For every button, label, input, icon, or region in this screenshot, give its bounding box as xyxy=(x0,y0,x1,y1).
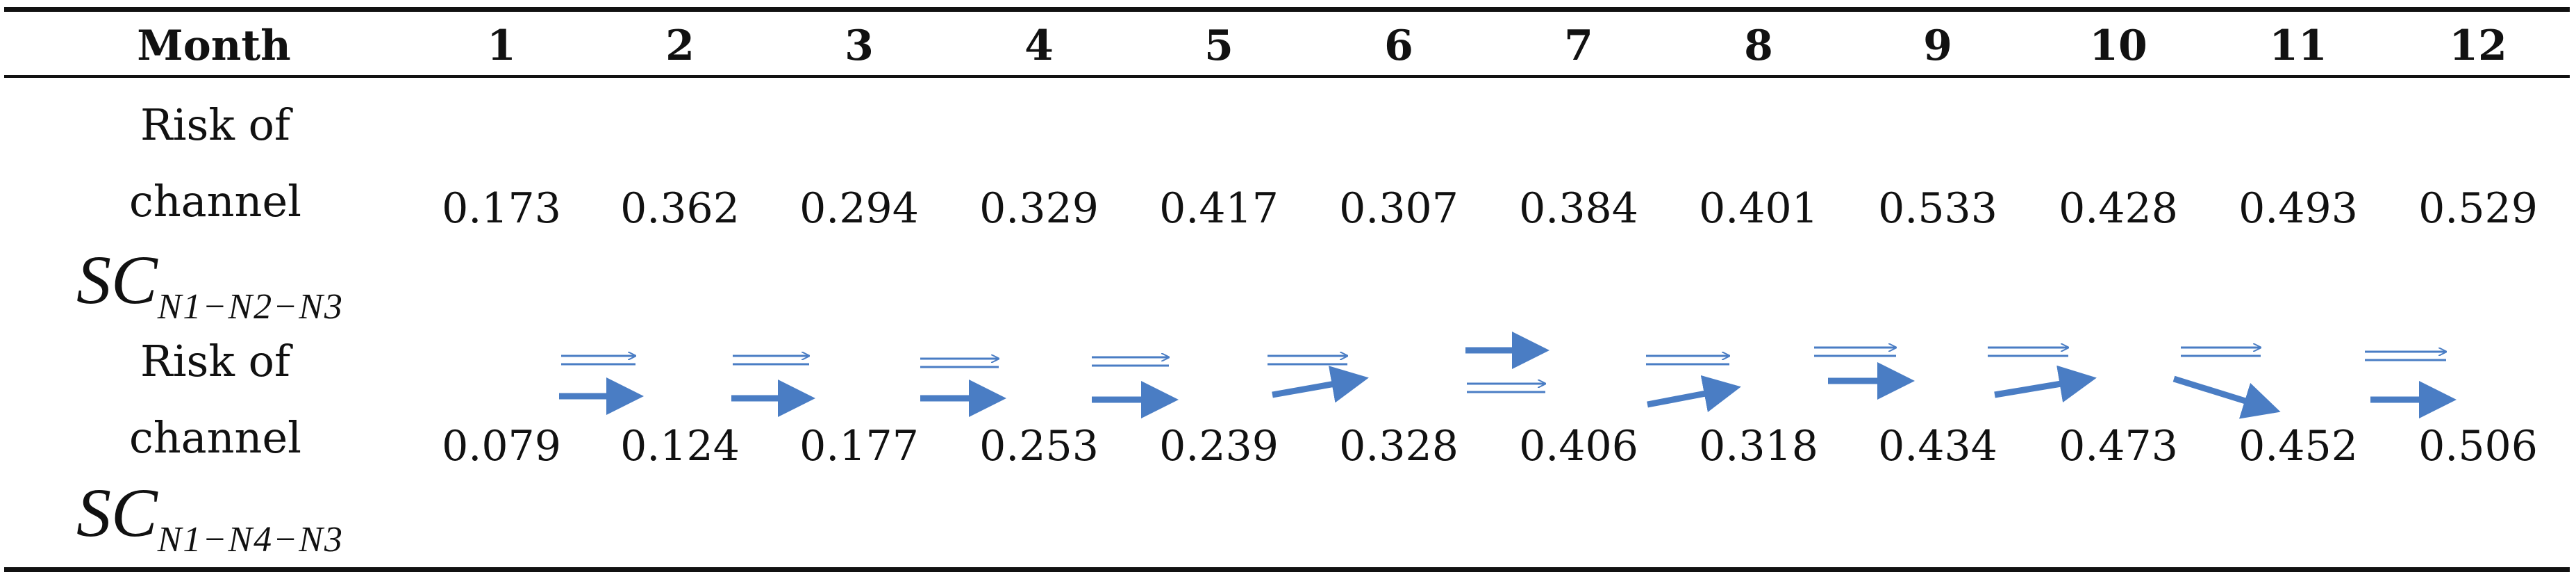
row2-value-11: 0.452 xyxy=(2238,422,2358,471)
row1-value-3: 0.294 xyxy=(799,184,919,233)
row2-value-8: 0.318 xyxy=(1699,422,1818,471)
trend-arrow-month-11 xyxy=(2172,348,2281,419)
trend-arrow-month-6 xyxy=(1268,356,1369,403)
row1-value-4: 0.329 xyxy=(979,184,1099,233)
header-month-9: 9 xyxy=(1923,22,1952,70)
header-month-1: 1 xyxy=(487,22,516,70)
row1-label-line1: Risk of xyxy=(140,99,290,150)
row1-value-2: 0.362 xyxy=(620,184,740,233)
row1-label-line2: channel xyxy=(129,176,301,227)
row2-value-10: 0.473 xyxy=(2059,422,2178,471)
header-month-8: 8 xyxy=(1744,22,1773,70)
row2-symbol-subscript: N1−N4−N3 xyxy=(157,520,344,560)
header-month-12: 12 xyxy=(2449,22,2507,70)
trend-arrow-month-10 xyxy=(1988,348,2097,403)
header-month-11: 11 xyxy=(2269,22,2327,70)
row1-value-10: 0.428 xyxy=(2059,184,2178,233)
row1-value-9: 0.533 xyxy=(1878,184,1997,233)
header-month-3: 3 xyxy=(845,22,874,70)
row1-value-7: 0.384 xyxy=(1519,184,1638,233)
row2-value-5: 0.239 xyxy=(1159,422,1279,471)
trend-arrow-month-5 xyxy=(1092,357,1179,418)
header-month-10: 10 xyxy=(2089,22,2147,70)
row1-symbol-subscript: N1−N2−N3 xyxy=(157,287,344,327)
table-top-rule xyxy=(4,7,2570,12)
row2-value-6: 0.328 xyxy=(1339,422,1459,471)
row2-value-4: 0.253 xyxy=(979,422,1099,471)
table-bottom-rule xyxy=(4,567,2570,572)
row2-value-12: 0.506 xyxy=(2418,422,2538,471)
row1-symbol-main: SC xyxy=(76,241,158,318)
row2-label-line1: Risk of xyxy=(140,336,290,386)
header-month-4: 4 xyxy=(1024,22,1054,70)
row1-value-1: 0.173 xyxy=(442,184,561,233)
row1-value-11: 0.493 xyxy=(2238,184,2358,233)
row2-channel-symbol: SCN1−N4−N3 xyxy=(76,473,344,560)
row1-value-8: 0.401 xyxy=(1699,184,1818,233)
row2-value-9: 0.434 xyxy=(1878,422,1997,471)
row1-value-12: 0.529 xyxy=(2418,184,2538,233)
row1-channel-symbol: SCN1−N2−N3 xyxy=(76,240,344,327)
row2-label-line2: channel xyxy=(129,412,301,463)
row1-value-6: 0.307 xyxy=(1339,184,1459,233)
header-month-6: 6 xyxy=(1384,22,1413,70)
header-month-5: 5 xyxy=(1204,22,1233,70)
row2-value-3: 0.177 xyxy=(799,422,919,471)
row1-value-5: 0.417 xyxy=(1159,184,1279,233)
row2-value-7: 0.406 xyxy=(1519,422,1638,471)
row2-symbol-main: SC xyxy=(76,474,158,551)
trend-arrow-month-2 xyxy=(559,356,644,415)
trend-arrow-month-3 xyxy=(731,356,815,417)
header-month-2: 2 xyxy=(665,22,695,70)
trend-arrow-month-9 xyxy=(1814,348,1915,400)
trend-arrow-month-4 xyxy=(920,359,1006,417)
trend-arrow-month-7 xyxy=(1465,332,1549,393)
header-month-7: 7 xyxy=(1564,22,1593,70)
header-month: Month xyxy=(137,22,291,70)
trend-arrow-month-12 xyxy=(2365,352,2457,418)
row2-value-1: 0.079 xyxy=(442,422,561,471)
row2-label: Risk of channel xyxy=(76,323,354,476)
table-header-rule xyxy=(4,75,2570,78)
row1-label: Risk of channel xyxy=(76,87,354,240)
trend-arrow-month-8 xyxy=(1646,356,1741,412)
row2-value-2: 0.124 xyxy=(620,422,740,471)
